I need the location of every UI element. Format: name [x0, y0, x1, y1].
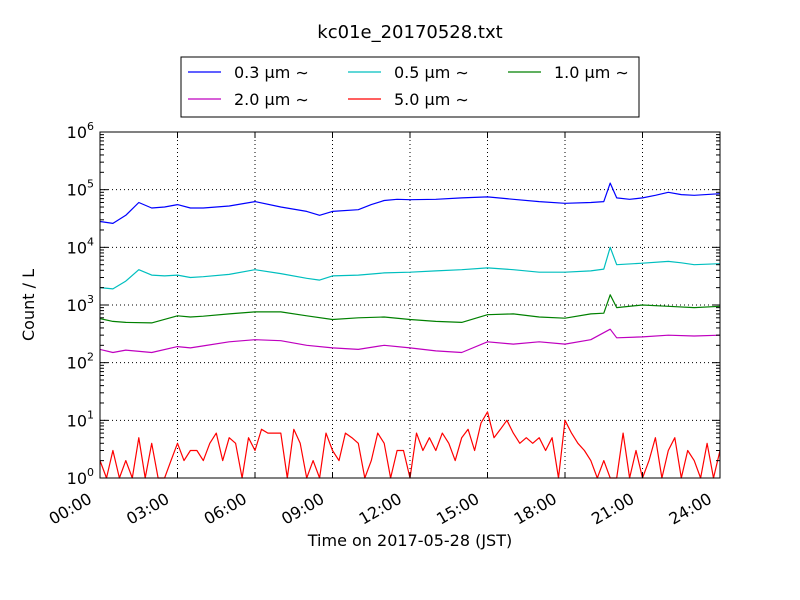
y-axis-label: Count / L [19, 269, 38, 341]
grid [100, 132, 720, 478]
x-tick-label: 03:00 [123, 489, 172, 529]
y-tick-labels: 100 101 102 103 104 105 106 [67, 120, 94, 488]
x-tick-label: 18:00 [511, 489, 560, 529]
series-line [100, 294, 720, 324]
y-tick-label: 103 [67, 293, 94, 315]
series-line [100, 182, 720, 224]
legend-label: 1.0 μm ∼ [554, 63, 629, 82]
legend: 0.3 μm ∼ 0.5 μm ∼ 1.0 μm ∼ 2.0 μm ∼ 5.0 μm ∼ [180, 56, 640, 118]
y-tick-label: 100 [67, 466, 94, 488]
y-tick-label: 104 [67, 235, 94, 257]
y-tick-label: 101 [67, 408, 94, 430]
x-tick-label: 15:00 [433, 489, 482, 529]
x-tick-label: 12:00 [356, 489, 405, 529]
x-tick-labels: 00:00 03:00 06:00 09:00 12:00 15:00 18:00 21:00… [46, 489, 715, 529]
series-line [100, 246, 720, 290]
x-tick-label: 24:00 [666, 489, 715, 529]
series-lines [100, 182, 720, 479]
legend-label: 0.5 μm ∼ [394, 63, 469, 82]
y-tick-label: 106 [67, 120, 94, 142]
x-tick-label: 09:00 [278, 489, 327, 529]
ticks [99, 131, 721, 479]
legend-label: 5.0 μm ∼ [394, 90, 469, 109]
chart-title: kc01e_20170528.txt [317, 22, 502, 43]
x-tick-label: 06:00 [201, 489, 250, 529]
legend-frame [180, 56, 640, 118]
x-tick-label: 00:00 [46, 489, 95, 529]
series-line [100, 328, 720, 354]
x-axis-label: Time on 2017-05-28 (JST) [307, 531, 512, 550]
legend-label: 2.0 μm ∼ [234, 90, 309, 109]
y-tick-label: 105 [67, 178, 94, 200]
x-tick-label: 21:00 [588, 489, 637, 529]
legend-label: 0.3 μm ∼ [234, 63, 309, 82]
y-tick-label: 102 [67, 351, 94, 373]
